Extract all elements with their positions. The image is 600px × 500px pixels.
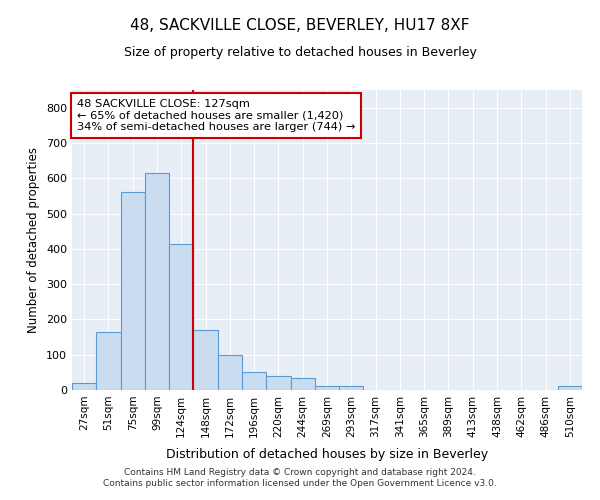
Bar: [315, 386, 339, 390]
Bar: [169, 244, 193, 390]
Bar: [558, 386, 582, 390]
Text: 48 SACKVILLE CLOSE: 127sqm
← 65% of detached houses are smaller (1,420)
34% of s: 48 SACKVILLE CLOSE: 127sqm ← 65% of deta…: [77, 99, 355, 132]
Bar: [121, 192, 145, 390]
Text: Contains HM Land Registry data © Crown copyright and database right 2024.
Contai: Contains HM Land Registry data © Crown c…: [103, 468, 497, 487]
Bar: [242, 372, 266, 390]
Y-axis label: Number of detached properties: Number of detached properties: [28, 147, 40, 333]
Bar: [72, 383, 96, 390]
Bar: [339, 386, 364, 390]
Text: Size of property relative to detached houses in Beverley: Size of property relative to detached ho…: [124, 46, 476, 59]
Bar: [96, 332, 121, 390]
Bar: [218, 354, 242, 390]
Bar: [145, 173, 169, 390]
Bar: [290, 378, 315, 390]
Text: 48, SACKVILLE CLOSE, BEVERLEY, HU17 8XF: 48, SACKVILLE CLOSE, BEVERLEY, HU17 8XF: [130, 18, 470, 32]
X-axis label: Distribution of detached houses by size in Beverley: Distribution of detached houses by size …: [166, 448, 488, 461]
Bar: [266, 376, 290, 390]
Bar: [193, 330, 218, 390]
